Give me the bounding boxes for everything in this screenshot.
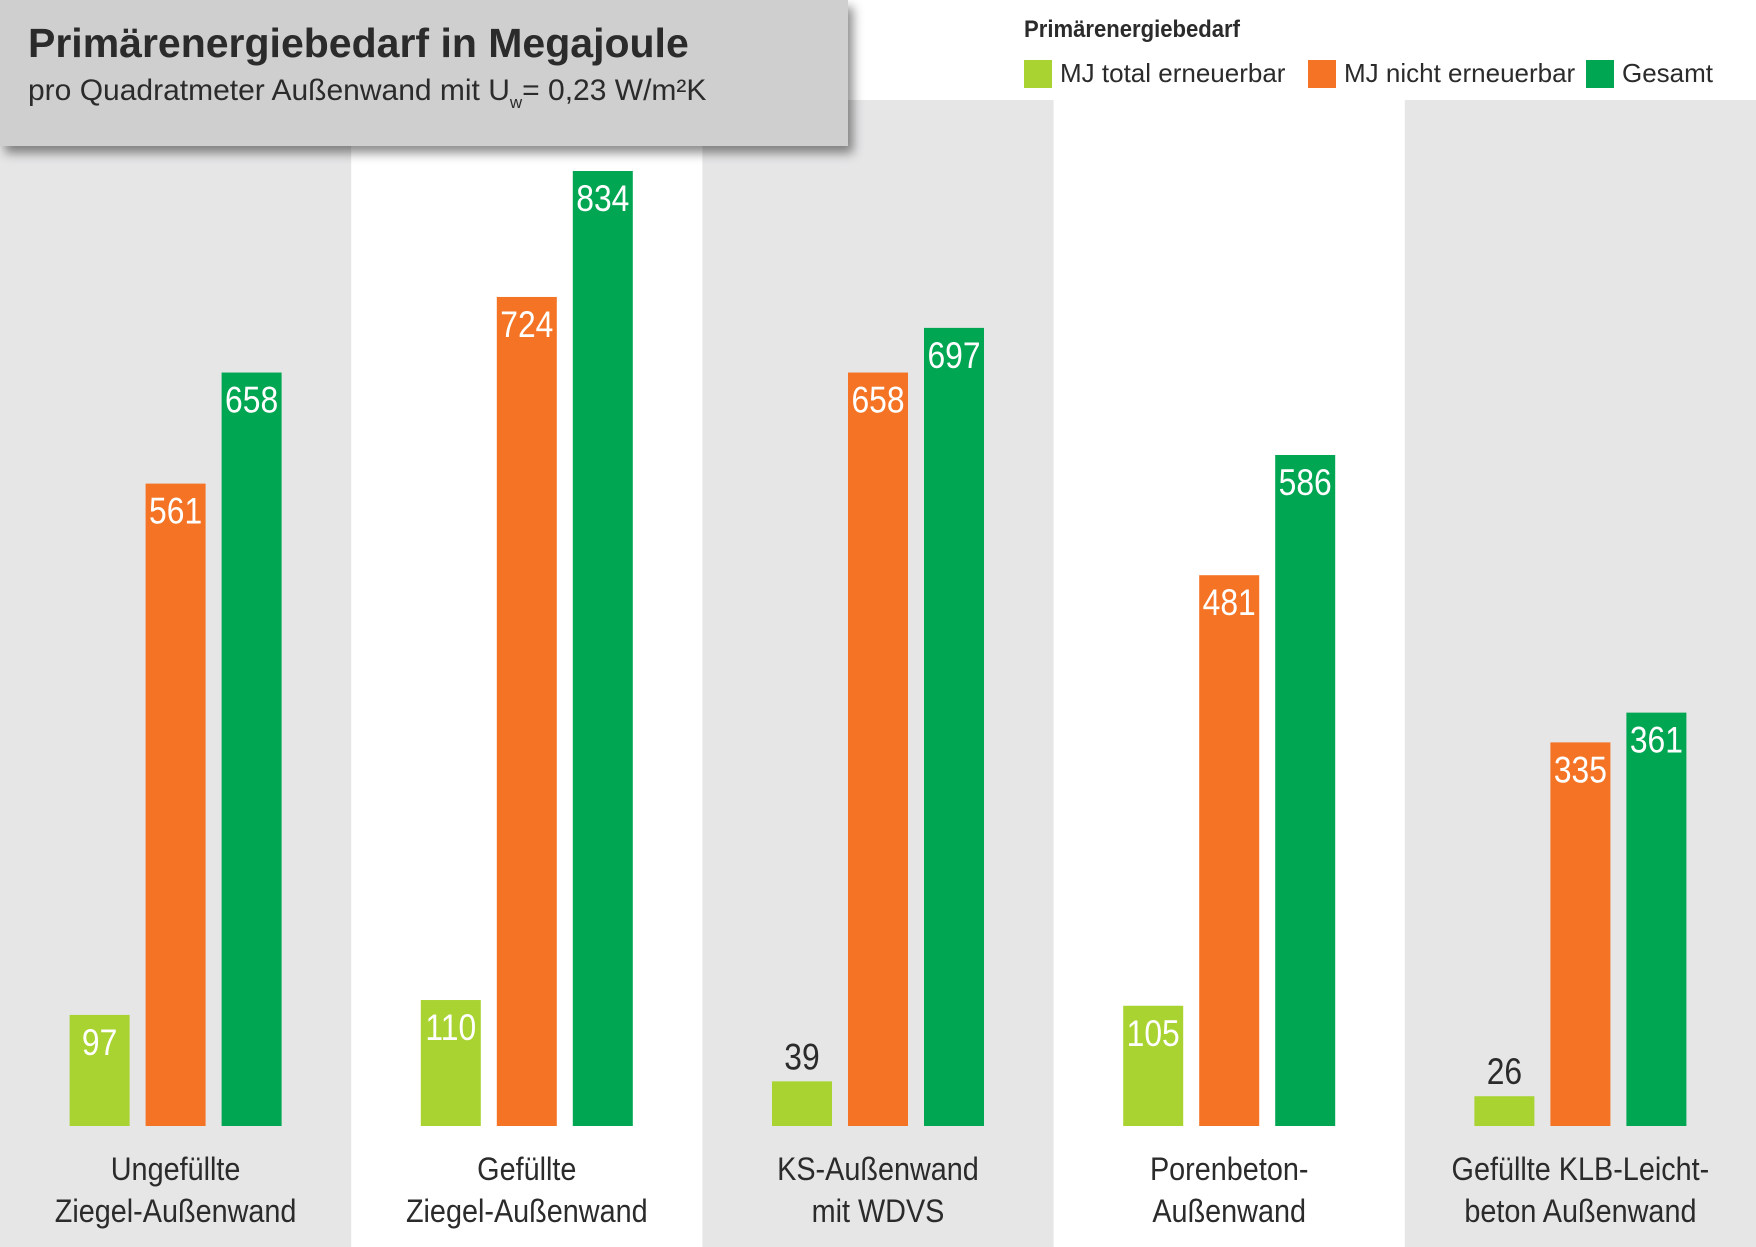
value-label: 658	[851, 380, 904, 421]
value-label: 105	[1127, 1014, 1180, 1055]
legend-title: Primärenergiebedarf	[1024, 16, 1240, 43]
category-labels: Ungefüllte Ziegel-Außenwand Gefüllte Ziegel…	[55, 1152, 1710, 1230]
bar	[772, 1081, 832, 1126]
subtitle-subscript: w	[509, 93, 523, 112]
legend-swatch-renewable	[1024, 60, 1052, 88]
bar	[1474, 1096, 1535, 1126]
bar	[1123, 1005, 1184, 1126]
category-label: Außenwand	[1152, 1194, 1306, 1230]
value-label: 481	[1203, 583, 1256, 624]
value-label: 561	[149, 491, 202, 532]
bar	[1626, 712, 1687, 1126]
value-label: 361	[1630, 720, 1683, 761]
legend-swatch-non-renewable	[1308, 60, 1336, 88]
bar	[145, 483, 206, 1126]
legend-label-non-renewable: MJ nicht erneuerbar	[1344, 58, 1576, 88]
category-label: Ziegel-Außenwand	[55, 1194, 297, 1230]
bar	[1199, 575, 1260, 1126]
category-label: KS-Außenwand	[777, 1152, 979, 1188]
value-label: 39	[784, 1037, 819, 1078]
subtitle-text: pro Quadratmeter Außenwand mit U	[28, 74, 510, 107]
category-label: Gefüllte	[477, 1152, 576, 1188]
value-label: 110	[425, 1008, 476, 1049]
title-box: Primärenergiebedarf in Megajoule pro Qua…	[0, 0, 848, 146]
bar	[496, 296, 557, 1126]
value-label: 586	[1279, 463, 1332, 504]
value-label: 97	[82, 1023, 117, 1064]
bar	[1275, 454, 1336, 1126]
bars	[69, 171, 1687, 1127]
bar	[420, 1000, 481, 1126]
chart-title: Primärenergiebedarf in Megajoule	[28, 20, 689, 66]
bar	[1550, 742, 1611, 1126]
bar	[69, 1014, 130, 1126]
category-label: Ziegel-Außenwand	[406, 1194, 648, 1230]
bar	[221, 372, 282, 1126]
category-label: mit WDVS	[812, 1194, 945, 1230]
value-label: 26	[1487, 1052, 1522, 1093]
category-label: beton Außenwand	[1464, 1194, 1696, 1230]
value-label: 834	[576, 179, 629, 220]
category-label: Gefüllte KLB-Leicht-	[1452, 1152, 1710, 1188]
chart-subtitle: pro Quadratmeter Außenwand mit Uw= 0,23 …	[28, 74, 706, 113]
legend: Primärenergiebedarf MJ total erneuerbar …	[1022, 14, 1742, 94]
bar	[572, 171, 633, 1126]
category-label: Porenbeton-	[1150, 1152, 1308, 1188]
value-label: 697	[927, 336, 980, 377]
subtitle-text-end: = 0,23 W/m²K	[522, 74, 707, 107]
value-label: 335	[1554, 750, 1607, 791]
value-labels: 97 561 658 110 724 834 39 658 697 105 481 586 26 335 3…	[82, 179, 1683, 1093]
value-label: 724	[500, 305, 553, 346]
category-label: Ungefüllte	[111, 1152, 241, 1188]
legend-label-total: Gesamt	[1622, 58, 1714, 88]
legend-label-renewable: MJ total erneuerbar	[1060, 58, 1286, 88]
bar	[848, 372, 908, 1126]
legend-swatch-total	[1586, 60, 1614, 88]
value-label: 658	[225, 380, 278, 421]
bar	[924, 327, 984, 1127]
